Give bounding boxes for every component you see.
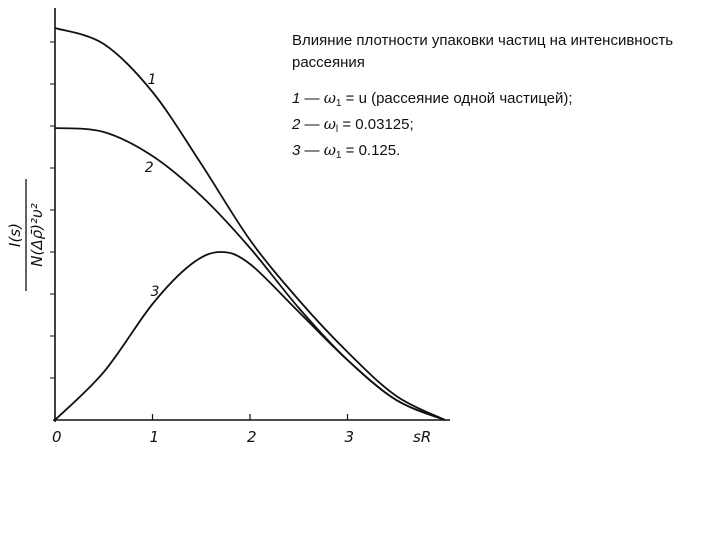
legend-text: = u (рассеяние одной частицей); [341,90,573,107]
omega-symbol: ω [323,89,336,107]
omega-subscript: l [335,124,339,135]
x-tick-label: 0 [52,428,62,446]
omega-symbol: ω [323,115,336,133]
series-3-label: 3 [151,284,160,300]
series-1-label: 1 [148,72,157,88]
x-axis-label: sR [413,428,431,446]
omega-symbol: ω [323,141,336,159]
series-2-line [54,127,446,421]
series-2-label: 2 [145,160,154,176]
x-tick-label: 1 [150,428,160,446]
caption-title: Влияние плотности упаковки частиц на инт… [292,32,674,71]
y-label-denominator: N(Δρ̄)²υ² [28,203,46,266]
x-tick-label: 3 [345,428,355,446]
y-label-numerator: I(s) [6,223,24,247]
y-label-fraction: I(s) N(Δρ̄)²υ² [6,179,46,291]
series-layer: 1 2 3 [54,27,446,421]
x-tick-labels: 0 1 2 3 sR [52,428,431,446]
series-3-line [54,251,446,421]
figure-caption: Влияние плотности упаковки частиц на инт… [292,30,702,166]
legend-item-3: 3 — ω1 = 0.125. [292,140,702,166]
y-axis-label: I(s) N(Δρ̄)²υ² [6,179,46,291]
series-1-line [54,27,446,421]
omega-subscript: 1 [335,150,342,161]
legend-text: = 0.03125; [338,116,414,133]
legend-number: 3 — [292,142,320,159]
legend-item-2: 2 — ωl = 0.03125; [292,114,702,140]
x-tick-label: 2 [247,428,257,446]
legend-item-1: 1 — ω1 = u (рассеяние одной частицей); [292,88,702,114]
legend: 1 — ω1 = u (рассеяние одной частицей); 2… [292,88,702,166]
legend-number: 1 — [292,90,320,107]
legend-number: 2 — [292,116,320,133]
legend-text: = 0.125. [341,142,401,159]
omega-subscript: 1 [335,98,342,109]
